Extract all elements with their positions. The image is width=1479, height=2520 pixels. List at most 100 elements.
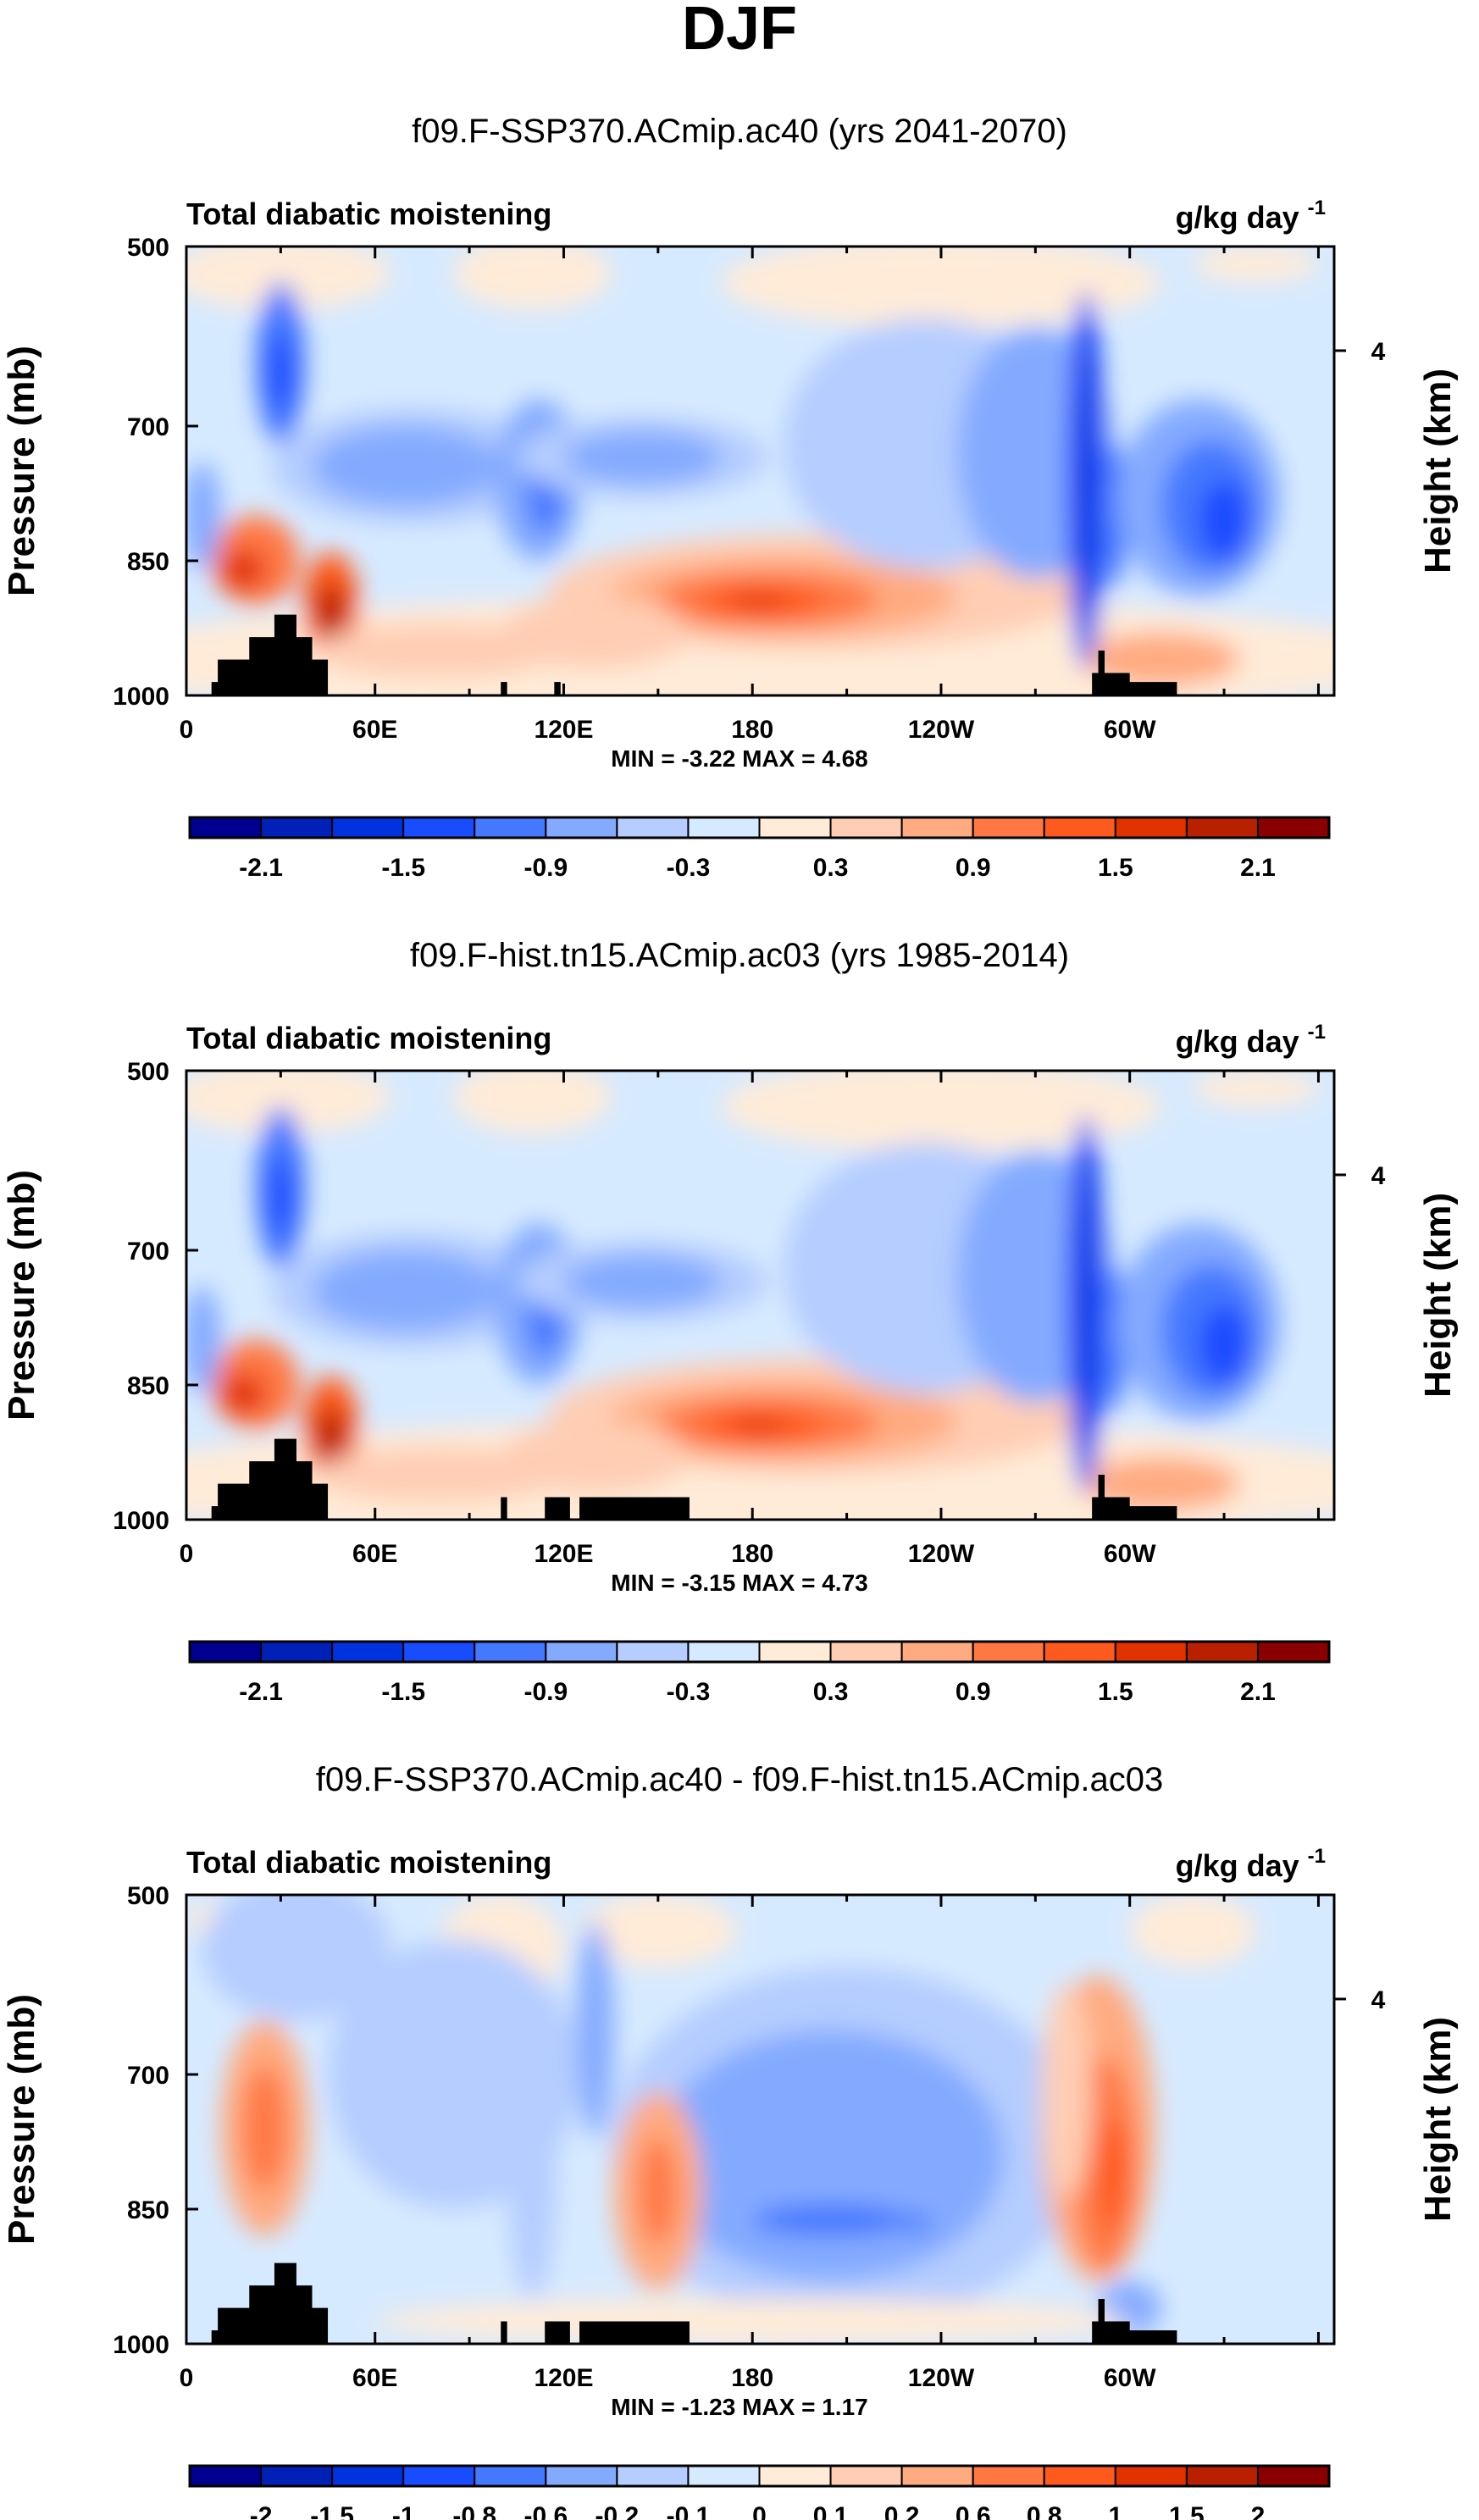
colorbar-box xyxy=(1185,2465,1259,2487)
panel-title: f09.F-SSP370.ACmip.ac40 (yrs 2041-2070) xyxy=(412,113,1067,150)
contour-region xyxy=(268,1155,294,1238)
colorbar-box xyxy=(1185,1641,1259,1663)
colorbar-label: -1.5 xyxy=(310,2502,354,2520)
contour-region xyxy=(1098,2119,1130,2228)
contour-region xyxy=(220,550,265,590)
topography-mask xyxy=(211,2262,329,2344)
topography-mask xyxy=(501,1497,507,1520)
variable-label: Total diabatic moistening xyxy=(186,1845,551,1880)
colorbar-box xyxy=(1043,2465,1116,2487)
colorbar-box xyxy=(474,817,547,839)
contour-region xyxy=(1041,1985,1093,2201)
contour-region xyxy=(186,1286,221,1394)
x-tick-label: 120W xyxy=(908,716,975,744)
contour-region xyxy=(453,246,612,310)
y-tick-label: 700 xyxy=(127,413,169,441)
topography-mask xyxy=(1092,2299,1177,2344)
colorbar-box xyxy=(900,2465,974,2487)
contour-region xyxy=(202,1895,391,2021)
colorbar-frame xyxy=(188,816,1331,839)
contour-region xyxy=(507,2030,558,2299)
y-tick-label: 850 xyxy=(127,548,169,576)
panel-title: f09.F-SSP370.ACmip.ac40 - f09.F-hist.tn1… xyxy=(316,1761,1163,1798)
x-tick-label: 120W xyxy=(908,2364,975,2392)
contour-region xyxy=(579,1895,737,1967)
panel-3: f09.F-SSP370.ACmip.ac40 - f09.F-hist.tn1… xyxy=(1,1761,1459,2520)
colorbar-label: -1.5 xyxy=(381,854,425,882)
min-max-stats: MIN = -3.15 MAX = 4.73 xyxy=(611,1570,867,1596)
units-label: g/kg day -1 xyxy=(1176,1845,1326,1883)
colorbar-box xyxy=(545,1641,618,1663)
topography-mask xyxy=(501,2321,507,2344)
y-tick-label: 1000 xyxy=(113,1507,169,1535)
min-max-stats: MIN = -3.22 MAX = 4.68 xyxy=(611,745,867,772)
colorbar-label: -0.8 xyxy=(452,2502,496,2520)
colorbar-frame xyxy=(188,2464,1331,2488)
contour-region xyxy=(752,2203,910,2236)
colorbar-label: 1.5 xyxy=(1098,854,1133,882)
topography-mask xyxy=(501,682,507,695)
x-tick-label: 0 xyxy=(180,2364,194,2392)
plot-frame xyxy=(185,245,1336,697)
contour-blobs xyxy=(186,1071,1334,1520)
contour-region xyxy=(1199,1304,1249,1386)
colorbar-label: -0.6 xyxy=(523,2502,568,2520)
contour-region xyxy=(639,2137,678,2246)
contour-region xyxy=(657,2030,1005,2281)
x-tick-label: 60E xyxy=(352,2364,397,2392)
colorbar-box xyxy=(545,2465,618,2487)
y-axis-label: Pressure (mb) xyxy=(1,1994,42,2245)
colorbar-box xyxy=(829,817,903,839)
colorbar-box xyxy=(331,1641,405,1663)
variable-label: Total diabatic moistening xyxy=(186,1021,551,1055)
colorbar-label: 0.6 xyxy=(956,2502,991,2520)
units-exponent: -1 xyxy=(1308,197,1326,219)
colorbar-box xyxy=(189,1641,263,1663)
y-tick-label: 700 xyxy=(127,1238,169,1266)
colorbar-label: 0.3 xyxy=(813,1678,849,1706)
colorbar-label: -0.1 xyxy=(667,2502,711,2520)
contour-region xyxy=(312,623,564,678)
colorbar-box xyxy=(972,2465,1045,2487)
colorbar-label: 0.9 xyxy=(956,854,991,882)
units-label: g/kg day -1 xyxy=(1176,197,1326,235)
x-tick-label: 60W xyxy=(1104,2364,1156,2392)
colorbar-label: -1.5 xyxy=(381,1678,425,1706)
colorbar-label: -0.2 xyxy=(595,2502,640,2520)
contour-region xyxy=(312,426,501,507)
contour-region xyxy=(900,2213,932,2232)
colorbar-box xyxy=(1256,1641,1330,1663)
colorbar-box xyxy=(972,817,1045,839)
min-max-stats: MIN = -1.23 MAX = 1.17 xyxy=(611,2394,867,2420)
colorbar-box xyxy=(331,817,405,839)
colorbar-box xyxy=(1114,817,1188,839)
x-tick-label: 120W xyxy=(908,1540,975,1568)
contour-region xyxy=(315,1407,347,1470)
colorbar-box xyxy=(758,1641,832,1663)
colorbar-label: -0.3 xyxy=(667,854,711,882)
colorbar-box xyxy=(1185,817,1259,839)
contour-region xyxy=(453,1071,612,1134)
contour-field xyxy=(186,1071,1334,1520)
contour-region xyxy=(1192,1071,1319,1107)
topography-mask xyxy=(1092,1475,1177,1520)
colorbar-box xyxy=(616,817,690,839)
contour-region xyxy=(730,594,788,609)
plot-frame xyxy=(185,1069,1336,1521)
contour-region xyxy=(186,246,391,310)
x-tick-label: 120E xyxy=(534,716,593,744)
colorbar-box xyxy=(972,1641,1045,1663)
topography-mask xyxy=(211,614,329,695)
colorbar-label: 0 xyxy=(752,2502,767,2520)
contour-region xyxy=(242,2065,287,2191)
contour-field xyxy=(186,1895,1334,2344)
y-right-axis-label: Height (km) xyxy=(1417,1193,1459,1398)
colorbar-box xyxy=(1043,817,1116,839)
contour-region xyxy=(268,331,294,413)
y-right-tick-label: 4 xyxy=(1371,1986,1386,2014)
contour-region xyxy=(1129,1895,1256,1967)
y-axis-label: Pressure (mb) xyxy=(1,1170,42,1421)
plot-frame xyxy=(185,1893,1336,2346)
contour-region xyxy=(1076,1133,1095,1475)
topography-mask xyxy=(579,1497,690,1520)
